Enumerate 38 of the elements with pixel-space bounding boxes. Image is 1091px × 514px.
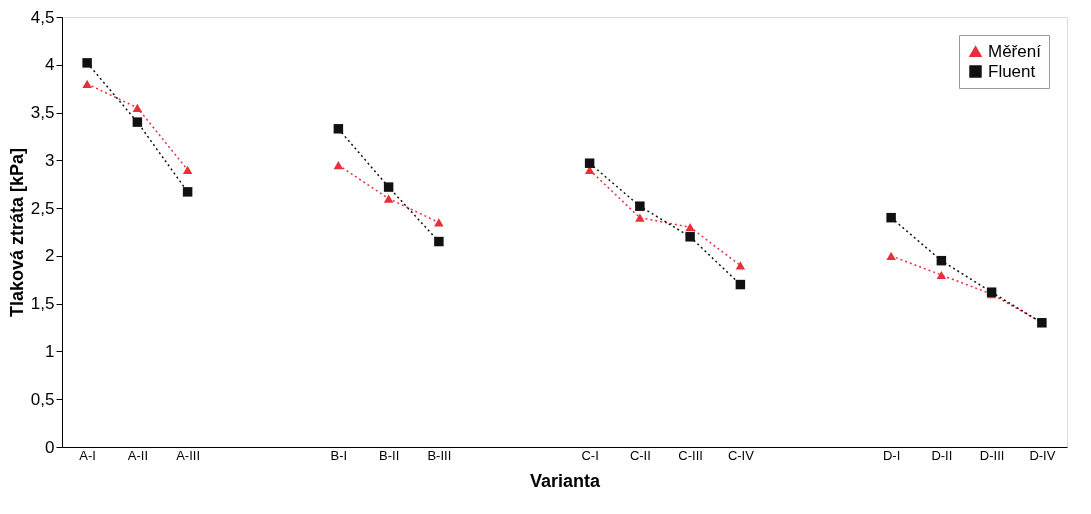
y-tick-label: 2,5	[30, 198, 55, 218]
x-tick-label: B-II	[379, 447, 400, 463]
y-tick-label: 1,5	[30, 294, 55, 314]
x-tick-label: C-IV	[727, 447, 755, 463]
point	[182, 187, 193, 197]
x-tick-label: D-I	[882, 447, 901, 463]
y-tick-label: 3,5	[30, 103, 55, 123]
x-tick-label: D-III	[979, 447, 1005, 463]
y-axis-title: Tlaková ztráta [kPa]	[6, 147, 27, 318]
point	[82, 79, 92, 88]
x-tick-label: C-II	[629, 447, 651, 463]
y-tick-label: 3	[45, 150, 55, 170]
y-tick-label: 4,5	[30, 7, 55, 27]
legend-label: Měření	[988, 41, 1042, 61]
y-tick-label: 0	[45, 437, 55, 457]
x-tick-label: C-I	[581, 447, 599, 463]
point	[886, 251, 896, 260]
point	[886, 212, 896, 223]
point	[82, 58, 92, 68]
x-axis-title: Varianta	[529, 470, 602, 491]
point	[132, 103, 143, 112]
y-tick-label: 4	[45, 55, 55, 75]
x-tick-label: B-I	[330, 447, 348, 463]
x-tick-label: B-III	[427, 447, 452, 463]
x-tick-label: C-III	[678, 447, 703, 463]
y-tick-label: 0,5	[30, 389, 55, 409]
point	[936, 255, 947, 266]
x-tick-label: D-II	[931, 447, 953, 463]
point	[936, 270, 947, 280]
legend-label: Fluent	[988, 61, 1036, 81]
x-tick-label: A-II	[127, 447, 148, 463]
point	[132, 117, 143, 127]
x-tick-label: A-III	[176, 447, 201, 463]
x-tick-label: D-IV	[1029, 447, 1056, 463]
x-tick-label: A-I	[79, 447, 96, 463]
y-tick-label: 1	[45, 341, 55, 361]
point	[182, 165, 193, 174]
y-tick-label: 2	[45, 246, 55, 266]
